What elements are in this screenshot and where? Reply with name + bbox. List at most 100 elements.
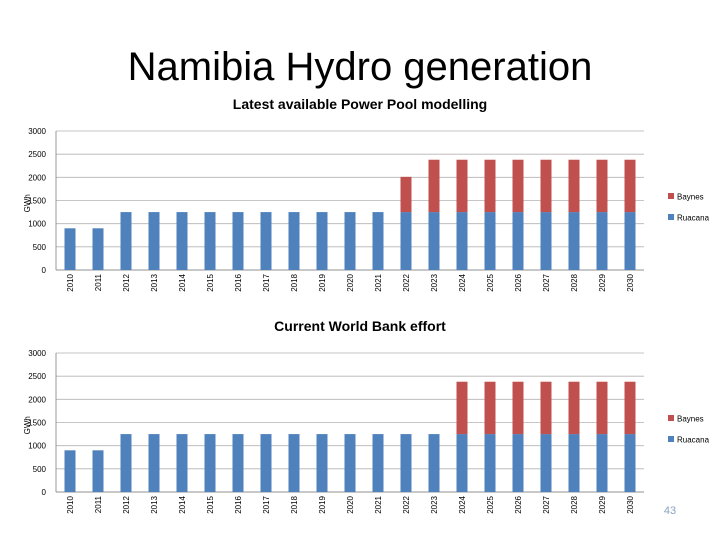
chart1-bar-ruacana-2028 <box>568 212 580 270</box>
chart2-x-tick-label: 2024 <box>458 495 467 513</box>
chart2-x-tick-label: 2018 <box>290 495 299 513</box>
chart2-legend-label-baynes: Baynes <box>677 415 704 424</box>
chart1-x-tick-label: 2025 <box>486 273 495 291</box>
chart1-x-tick-label: 2022 <box>402 273 411 291</box>
chart2-x-tick-label: 2011 <box>94 495 103 513</box>
chart2-x-tick-label: 2012 <box>122 495 131 513</box>
chart2-x-tick-label: 2010 <box>66 495 75 513</box>
chart1-bar-ruacana-2018 <box>288 212 300 270</box>
chart2-bar-ruacana-2029 <box>596 434 608 492</box>
chart1-bar-ruacana-2022 <box>400 212 412 270</box>
chart1-bar-ruacana-2017 <box>260 212 272 270</box>
chart2-x-tick-label: 2014 <box>178 495 187 513</box>
chart2-x-tick-label: 2028 <box>570 495 579 513</box>
chart1-bar-baynes-2030 <box>624 159 636 213</box>
chart2-y-tick-label: 1000 <box>28 442 46 451</box>
chart2-x-tick-label: 2023 <box>430 495 439 513</box>
slide-title: Namibia Hydro generation <box>127 45 593 89</box>
chart2-legend-swatch-baynes <box>668 415 674 421</box>
chart2-x-tick-label: 2021 <box>374 495 383 513</box>
chart2-bar-ruacana-2022 <box>400 434 412 492</box>
chart2-x-tick-label: 2029 <box>598 495 607 513</box>
chart1-x-tick-label: 2027 <box>542 273 551 291</box>
chart2-bar-ruacana-2019 <box>316 434 328 492</box>
chart2-legend-swatch-ruacana <box>668 436 674 442</box>
chart2-x-tick-label: 2020 <box>346 495 355 513</box>
chart2-bar-baynes-2026 <box>512 381 524 435</box>
chart1-bar-ruacana-2010 <box>64 228 76 270</box>
chart1-bar-ruacana-2015 <box>204 212 216 270</box>
chart2-bar-ruacana-2023 <box>428 434 440 492</box>
chart2-x-tick-label: 2016 <box>234 495 243 513</box>
chart2-bar-baynes-2028 <box>568 381 580 435</box>
chart1-bar-baynes-2022 <box>400 176 412 213</box>
chart1-y-tick-label: 500 <box>33 243 47 252</box>
chart2-bar-baynes-2030 <box>624 381 636 435</box>
chart2-bar-ruacana-2015 <box>204 434 216 492</box>
chart2-x-tick-label: 2022 <box>402 495 411 513</box>
chart1-bar-ruacana-2011 <box>92 228 104 270</box>
chart1-y-axis-label: GWh <box>23 194 32 212</box>
chart2-bar-ruacana-2012 <box>120 434 132 492</box>
chart1-bar-baynes-2027 <box>540 159 552 213</box>
chart2-bar-ruacana-2026 <box>512 434 524 492</box>
chart-world-bank-effort: 0 500 1000 1500 2000 2500 3000 GWh 2010 2011 2012 2… <box>23 349 710 514</box>
chart1-x-tick-label: 2011 <box>94 273 103 291</box>
chart1-bar-ruacana-2023 <box>428 212 440 270</box>
chart2-x-tick-label: 2025 <box>486 495 495 513</box>
chart2-bar-ruacana-2027 <box>540 434 552 492</box>
chart2-x-tick-label: 2019 <box>318 495 327 513</box>
chart1-x-tick-label: 2028 <box>570 273 579 291</box>
chart1-x-tick-label: 2021 <box>374 273 383 291</box>
chart2-bar-ruacana-2010 <box>64 450 76 492</box>
chart2-y-axis-label: GWh <box>23 416 32 434</box>
chart2-bar-ruacana-2017 <box>260 434 272 492</box>
chart1-bar-ruacana-2030 <box>624 212 636 270</box>
chart1-x-tick-label: 2023 <box>430 273 439 291</box>
chart1-bar-baynes-2029 <box>596 159 608 213</box>
chart2-bar-ruacana-2024 <box>456 434 468 492</box>
chart1-bar-ruacana-2019 <box>316 212 328 270</box>
chart1-y-tick-label: 3000 <box>28 127 46 136</box>
chart1-bar-baynes-2028 <box>568 159 580 213</box>
chart1-bar-ruacana-2027 <box>540 212 552 270</box>
chart2-y-tick-label: 500 <box>33 465 47 474</box>
chart1-bar-ruacana-2025 <box>484 212 496 270</box>
chart1-y-tick-label: 0 <box>42 266 47 275</box>
chart1-bar-baynes-2025 <box>484 159 496 213</box>
chart1-legend-label-ruacana: Ruacana <box>677 214 710 223</box>
chart2-x-tick-label: 2027 <box>542 495 551 513</box>
chart1-bar-baynes-2023 <box>428 159 440 213</box>
chart2-y-tick-label: 1500 <box>28 419 46 428</box>
chart1-x-tick-label: 2026 <box>514 273 523 291</box>
chart1-bar-ruacana-2021 <box>372 212 384 270</box>
chart1-x-tick-label: 2010 <box>66 273 75 291</box>
chart1-x-tick-label: 2012 <box>122 273 131 291</box>
chart2-bar-baynes-2027 <box>540 381 552 435</box>
chart1-x-tick-label: 2014 <box>178 273 187 291</box>
chart1-bar-baynes-2024 <box>456 159 468 213</box>
chart1-bar-ruacana-2020 <box>344 212 356 270</box>
chart-title-power-pool: Latest available Power Pool modelling <box>232 96 488 112</box>
chart2-x-tick-label: 2030 <box>626 495 635 513</box>
chart1-x-tick-label: 2013 <box>150 273 159 291</box>
chart2-y-tick-label: 2000 <box>28 395 46 404</box>
chart1-x-tick-label: 2018 <box>290 273 299 291</box>
chart1-legend-label-baynes: Baynes <box>677 193 704 202</box>
chart1-x-tick-label: 2024 <box>458 273 467 291</box>
chart2-y-tick-label: 2500 <box>28 372 46 381</box>
chart1-x-tick-label: 2015 <box>206 273 215 291</box>
chart1-legend-swatch-ruacana <box>668 214 674 220</box>
chart1-bar-ruacana-2012 <box>120 212 132 270</box>
chart1-bar-ruacana-2016 <box>232 212 244 270</box>
chart1-bar-ruacana-2024 <box>456 212 468 270</box>
chart1-y-tick-label: 1500 <box>28 197 46 206</box>
chart1-bar-ruacana-2026 <box>512 212 524 270</box>
page-number: 43 <box>663 505 677 517</box>
chart2-bar-ruacana-2025 <box>484 434 496 492</box>
chart2-bar-ruacana-2030 <box>624 434 636 492</box>
chart1-legend-swatch-baynes <box>668 193 674 199</box>
chart2-bar-baynes-2029 <box>596 381 608 435</box>
chart2-bar-ruacana-2013 <box>148 434 160 492</box>
chart1-x-tick-label: 2030 <box>626 273 635 291</box>
